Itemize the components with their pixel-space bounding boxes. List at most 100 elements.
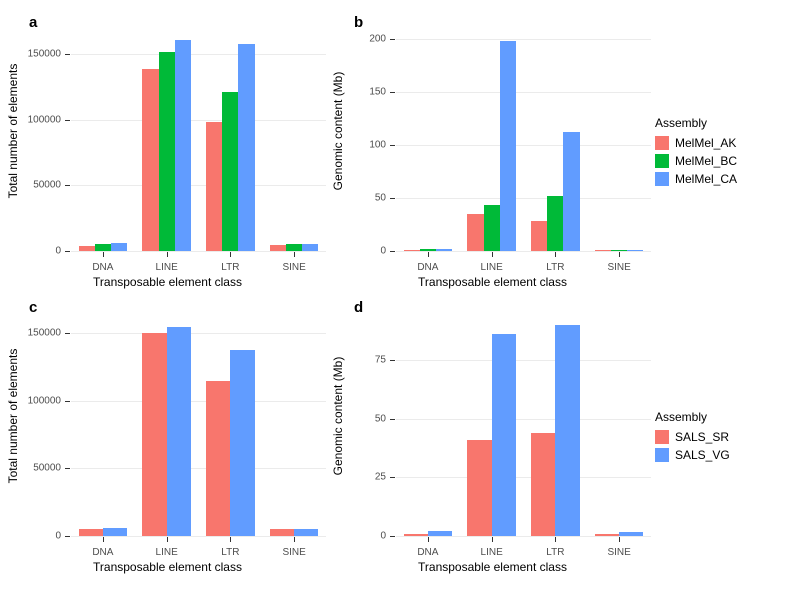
x-tick <box>230 537 231 542</box>
y-tick <box>65 536 70 537</box>
y-tick <box>65 251 70 252</box>
x-tick-label: DNA <box>92 547 113 558</box>
bar <box>627 250 643 251</box>
y-tick <box>390 198 395 199</box>
legend-bottom-item-0: SALS_SR <box>655 430 791 444</box>
bar <box>595 250 611 251</box>
legend-top-label-1: MelMel_BC <box>675 154 737 168</box>
panel-c-x-title: Transposable element class <box>5 560 330 574</box>
bar <box>484 205 500 251</box>
x-tick-label: SINE <box>607 262 630 273</box>
grid-line <box>71 333 326 334</box>
legend-top-swatch-1 <box>655 154 669 168</box>
bar <box>270 529 294 536</box>
bar <box>531 433 555 536</box>
bar <box>420 249 436 251</box>
panel-a-plot: 050000100000150000DNALINELTRSINE <box>71 28 326 251</box>
x-tick <box>428 252 429 257</box>
legend-top-label-2: MelMel_CA <box>675 172 737 186</box>
bar <box>142 69 158 251</box>
bar <box>111 243 127 251</box>
grid-line <box>71 120 326 121</box>
y-tick <box>65 54 70 55</box>
x-tick <box>167 537 168 542</box>
y-tick <box>65 333 70 334</box>
bar <box>531 221 547 251</box>
legend-top-swatch-0 <box>655 136 669 150</box>
x-tick <box>428 537 429 542</box>
bar <box>436 249 452 251</box>
y-tick <box>390 39 395 40</box>
bar <box>428 531 452 536</box>
y-tick <box>390 419 395 420</box>
bar <box>404 250 420 251</box>
x-tick <box>492 252 493 257</box>
y-tick-label: 150 <box>369 86 386 97</box>
bar <box>167 327 191 536</box>
panel-a-letter: a <box>29 14 37 31</box>
x-tick <box>103 252 104 257</box>
panel-d-plot: 0255075DNALINELTRSINE <box>396 313 651 536</box>
bar <box>238 44 254 251</box>
legend-bottom-title: Assembly <box>655 410 791 424</box>
bar <box>467 440 491 536</box>
grid-line <box>396 251 651 252</box>
grid-line <box>396 360 651 361</box>
y-tick <box>390 536 395 537</box>
x-tick <box>492 537 493 542</box>
y-tick-label: 50000 <box>33 180 61 191</box>
x-tick-label: SINE <box>607 547 630 558</box>
y-tick-label: 50 <box>375 192 386 203</box>
legend-bottom-item-1: SALS_VG <box>655 448 791 462</box>
x-tick-label: DNA <box>417 262 438 273</box>
panel-d-letter: d <box>354 299 363 316</box>
panel-c-y-title-wrap: Total number of elements <box>5 295 25 536</box>
x-tick-label: LTR <box>546 547 564 558</box>
panel-a: a Total number of elements 0500001000001… <box>5 10 330 295</box>
x-tick-label: LINE <box>481 262 503 273</box>
panel-b-x-title: Transposable element class <box>330 275 655 289</box>
bar <box>404 534 428 536</box>
panel-d-x-title: Transposable element class <box>330 560 655 574</box>
bar <box>95 244 111 251</box>
y-tick-label: 50000 <box>33 463 61 474</box>
y-tick <box>390 477 395 478</box>
x-tick-label: SINE <box>282 547 305 558</box>
x-tick-label: SINE <box>282 262 305 273</box>
bar <box>142 333 166 536</box>
bar <box>611 250 627 251</box>
x-tick <box>103 537 104 542</box>
legend-top-item-0: MelMel_AK <box>655 136 791 150</box>
y-tick <box>390 92 395 93</box>
panel-c-y-title: Total number of elements <box>6 348 20 483</box>
panel-d: d Genomic content (Mb) 0255075DNALINELTR… <box>330 295 655 580</box>
panel-b-y-title-wrap: Genomic content (Mb) <box>330 10 350 251</box>
bar <box>206 122 222 251</box>
grid-line <box>396 39 651 40</box>
legend-top: Assembly MelMel_AKMelMel_BCMelMel_CA <box>655 10 795 295</box>
bar <box>492 334 516 536</box>
panel-b-y-title: Genomic content (Mb) <box>331 71 345 190</box>
x-tick <box>619 252 620 257</box>
bar <box>467 214 483 251</box>
panel-a-y-title-wrap: Total number of elements <box>5 10 25 251</box>
bar <box>79 246 95 251</box>
legend-bottom-label-0: SALS_SR <box>675 430 729 444</box>
x-tick-label: LINE <box>156 547 178 558</box>
bar <box>302 244 318 251</box>
x-tick <box>619 537 620 542</box>
x-tick-label: DNA <box>92 262 113 273</box>
bar <box>175 40 191 251</box>
y-tick <box>65 185 70 186</box>
y-tick-label: 100 <box>369 139 386 150</box>
bar <box>270 245 286 251</box>
bar <box>230 350 254 537</box>
grid-line <box>71 401 326 402</box>
grid-line <box>71 468 326 469</box>
panel-c-plot: 050000100000150000DNALINELTRSINE <box>71 313 326 536</box>
legend-bottom-label-1: SALS_VG <box>675 448 730 462</box>
y-tick-label: 100000 <box>28 114 61 125</box>
y-tick-label: 200 <box>369 33 386 44</box>
bar <box>159 52 175 251</box>
y-tick <box>390 251 395 252</box>
